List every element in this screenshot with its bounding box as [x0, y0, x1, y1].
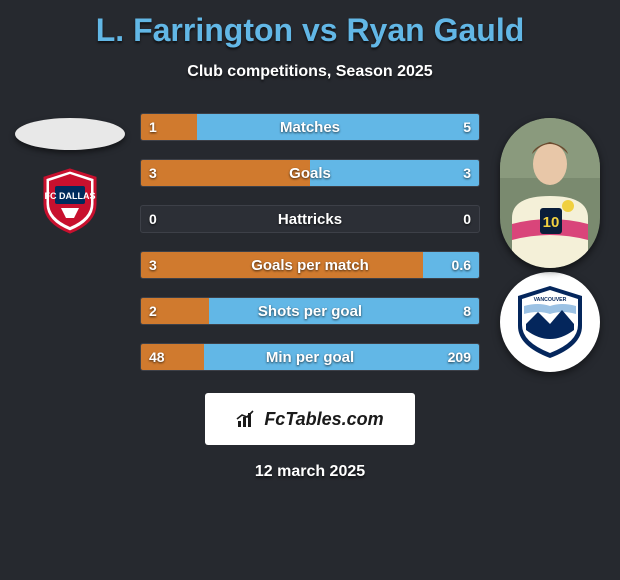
date-text: 12 march 2025: [0, 463, 620, 481]
subtitle: Club competitions, Season 2025: [0, 63, 620, 81]
page-title: L. Farrington vs Ryan Gauld: [0, 0, 620, 49]
stat-row: 28Shots per goal: [140, 297, 480, 325]
chart-icon: [236, 409, 258, 429]
stat-label: Goals per match: [141, 257, 479, 274]
stat-row: 00Hattricks: [140, 205, 480, 233]
watermark-text: FcTables.com: [264, 409, 383, 430]
stat-label: Shots per goal: [141, 303, 479, 320]
stat-row: 30.6Goals per match: [140, 251, 480, 279]
stats-bars: 15Matches 33Goals 00Hattricks 30.6Goals per…: [140, 113, 480, 371]
stat-row: 33Goals: [140, 159, 480, 187]
stats-bars-container: 15Matches 33Goals 00Hattricks 30.6Goals per…: [0, 113, 620, 371]
stat-label: Matches: [141, 119, 479, 136]
watermark-badge: FcTables.com: [205, 393, 415, 445]
stat-label: Min per goal: [141, 349, 479, 366]
stat-label: Hattricks: [141, 211, 479, 228]
stat-row: 15Matches: [140, 113, 480, 141]
stat-label: Goals: [141, 165, 479, 182]
stat-row: 48209Min per goal: [140, 343, 480, 371]
